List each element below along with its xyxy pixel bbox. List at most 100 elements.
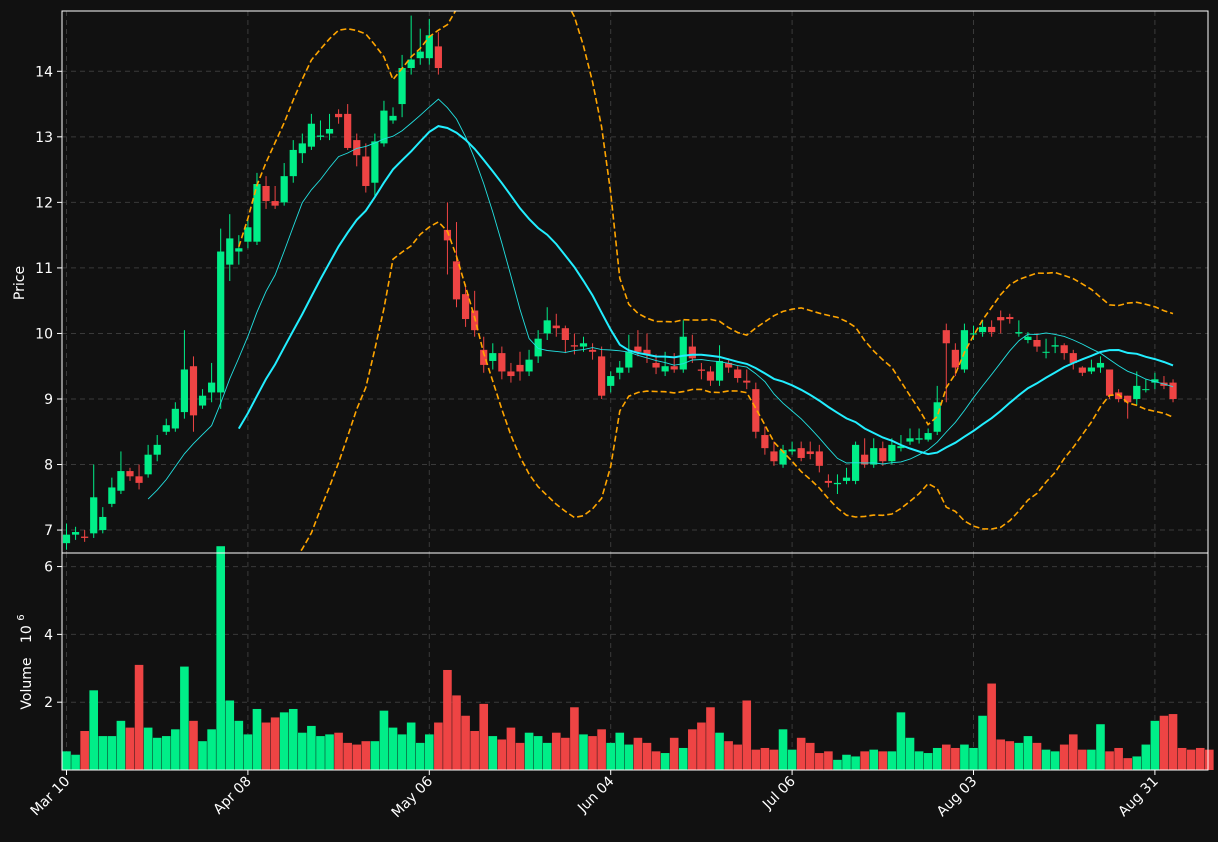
volume-bar <box>116 720 126 770</box>
volume-bar <box>1059 744 1069 770</box>
candle-body <box>362 156 370 186</box>
candle-body <box>507 371 515 377</box>
volume-bar <box>615 732 625 770</box>
candle-body <box>217 251 225 393</box>
candle-body <box>1015 332 1023 334</box>
volume-bar <box>134 664 144 770</box>
volume-bar <box>1177 747 1187 770</box>
candle-body <box>62 534 71 544</box>
volume-axis-multiplier: 10 <box>19 625 35 643</box>
price-tick-label: 12 <box>35 195 53 211</box>
candle-body <box>389 115 397 121</box>
volume-bar <box>279 712 289 770</box>
volume-bar <box>688 729 697 770</box>
candle-body <box>162 425 170 432</box>
volume-bar <box>842 754 851 770</box>
candle-body <box>1006 317 1014 320</box>
candle-body <box>997 317 1005 321</box>
price-tick-label: 11 <box>35 261 53 277</box>
volume-bar <box>98 736 108 770</box>
volume-bar <box>334 732 343 770</box>
volume-bar <box>370 741 380 770</box>
candle-body <box>761 435 769 449</box>
candle-body <box>988 326 996 333</box>
candle-body <box>189 366 198 416</box>
candle-body <box>108 487 116 504</box>
candle-body <box>398 68 406 105</box>
volume-axis-exponent: 6 <box>16 614 27 620</box>
volume-bar <box>588 736 597 770</box>
volume-bar <box>760 747 770 770</box>
candle-body <box>942 330 950 344</box>
volume-bar <box>524 732 534 770</box>
candle-body <box>198 395 207 406</box>
volume-bar <box>1032 742 1042 770</box>
volume-bar <box>1123 758 1132 770</box>
candle-body <box>1087 367 1096 372</box>
volume-bar <box>288 708 298 770</box>
candle-body <box>226 238 234 265</box>
candle-body <box>498 353 506 372</box>
candle-body <box>1078 367 1086 373</box>
volume-bar <box>252 708 262 770</box>
candle-body <box>434 46 442 69</box>
volume-tick-label: 6 <box>44 560 53 576</box>
candle-body <box>335 113 343 118</box>
candle-body <box>806 451 814 455</box>
volume-bar <box>506 727 516 770</box>
volume-bar <box>606 742 615 770</box>
volume-bar <box>905 737 915 770</box>
candle-body <box>1069 353 1077 363</box>
volume-bar <box>1087 749 1096 770</box>
moving-average-slow-line <box>237 125 1174 456</box>
candle-body <box>951 349 959 368</box>
candle-body <box>625 351 633 368</box>
candle-body <box>879 448 887 462</box>
price-tick-label: 13 <box>35 130 53 146</box>
candle-body <box>1151 379 1159 383</box>
volume-bar <box>896 712 906 770</box>
volume-bar <box>470 731 479 770</box>
candle-body <box>90 497 98 534</box>
volume-bar <box>1078 749 1087 770</box>
price-axis-label: Price <box>12 266 28 300</box>
candle-body <box>117 471 125 491</box>
volume-y-ticks: 2 4 6 <box>44 560 62 711</box>
volume-bar <box>706 707 715 770</box>
volume-bar <box>397 734 407 770</box>
candle-body <box>607 376 615 386</box>
volume-bar <box>189 720 198 770</box>
price-tick-label: 8 <box>44 458 53 474</box>
volume-bar <box>343 742 352 770</box>
candle-body <box>452 261 461 300</box>
candle-body <box>543 320 551 334</box>
volume-bar <box>642 742 652 770</box>
volume-bar <box>724 741 733 770</box>
volume-bar <box>579 734 588 770</box>
volume-bar <box>660 753 670 770</box>
candle-body <box>262 185 270 202</box>
volume-bar <box>125 727 135 770</box>
candle-body <box>1060 345 1068 354</box>
moving-average-fast-line <box>147 98 1174 500</box>
volume-bar <box>769 749 779 770</box>
volume-bar <box>805 742 815 770</box>
volume-bar <box>434 722 443 770</box>
candle-body <box>697 369 705 371</box>
candle-body <box>906 438 914 442</box>
volume-tick-label: 2 <box>44 695 53 711</box>
volume-bar <box>152 737 162 770</box>
candle-body <box>516 364 524 372</box>
volume-bar <box>1114 747 1123 770</box>
candle-body <box>416 51 424 59</box>
volume-bar <box>425 734 434 770</box>
candle-body <box>271 201 279 206</box>
candle-body <box>915 438 923 440</box>
candle-body <box>180 369 189 413</box>
volume-bar <box>1041 749 1051 770</box>
candle-body <box>153 444 161 455</box>
volume-bar <box>452 695 461 770</box>
volume-bar <box>406 722 416 770</box>
candle-body <box>842 477 851 481</box>
candle-body <box>788 449 796 452</box>
